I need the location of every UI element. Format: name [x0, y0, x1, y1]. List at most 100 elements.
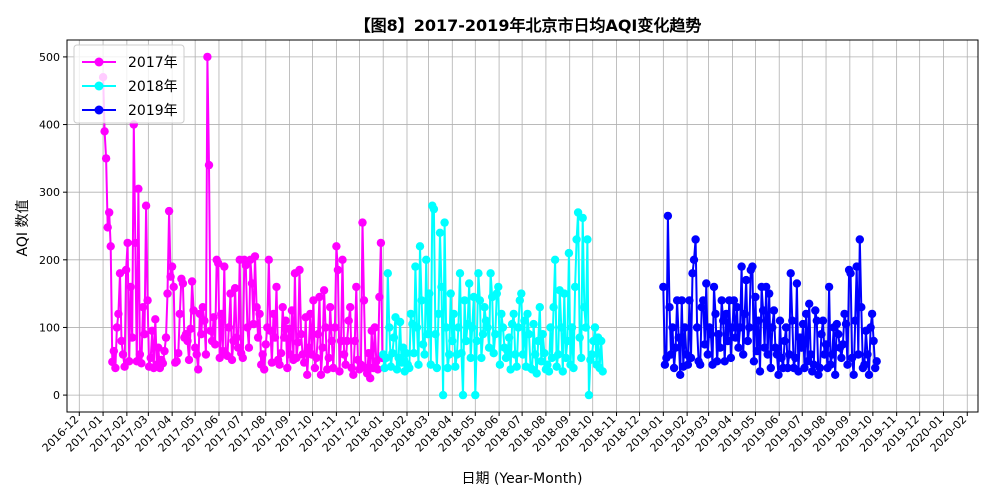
- data-point: [105, 208, 114, 217]
- data-point: [383, 269, 392, 278]
- data-point: [332, 242, 341, 251]
- data-point: [359, 296, 369, 305]
- data-point: [765, 289, 774, 298]
- data-point: [492, 289, 501, 298]
- data-point: [495, 360, 505, 369]
- data-point: [472, 336, 481, 346]
- data-point: [737, 262, 746, 271]
- data-point: [220, 262, 229, 271]
- data-point: [503, 346, 512, 356]
- data-point: [454, 323, 463, 332]
- data-point: [138, 303, 148, 312]
- data-point: [429, 204, 439, 214]
- data-point: [336, 336, 346, 346]
- data-point: [415, 242, 425, 251]
- data-point: [376, 238, 386, 248]
- data-point: [184, 355, 194, 365]
- data-point: [831, 370, 840, 379]
- data-point: [134, 184, 143, 193]
- data-point: [720, 357, 729, 366]
- data-point: [422, 255, 431, 264]
- data-point: [584, 390, 594, 400]
- legend-marker-2019: [94, 105, 104, 115]
- data-point: [319, 286, 329, 295]
- legend-entry-2018: 2018年: [82, 79, 178, 95]
- data-point: [169, 282, 178, 292]
- data-point: [293, 338, 303, 347]
- data-point: [700, 340, 709, 349]
- data-point: [280, 333, 289, 342]
- data-point: [392, 365, 402, 374]
- data-point: [417, 296, 426, 305]
- data-point: [432, 363, 442, 373]
- data-point: [389, 333, 399, 342]
- data-point: [178, 279, 188, 288]
- legend-label-2019: 2019年: [128, 103, 178, 119]
- data-point: [552, 362, 561, 371]
- data-point: [474, 269, 483, 278]
- data-point: [441, 323, 451, 332]
- data-point: [112, 323, 122, 332]
- data-point: [677, 296, 686, 305]
- data-point: [543, 360, 552, 369]
- data-point: [739, 350, 748, 359]
- data-point: [514, 323, 523, 332]
- data-point: [471, 390, 480, 400]
- data-point: [820, 350, 829, 359]
- data-point: [318, 343, 327, 352]
- data-point: [838, 340, 848, 349]
- data-point: [520, 316, 529, 325]
- data-point: [668, 323, 677, 332]
- data-point: [815, 363, 825, 373]
- data-point: [683, 360, 693, 369]
- data-point: [298, 350, 307, 359]
- data-point: [581, 323, 590, 332]
- data-point: [313, 330, 323, 339]
- data-point: [546, 323, 555, 332]
- data-point: [676, 370, 685, 379]
- data-point: [726, 353, 736, 363]
- data-point: [304, 343, 313, 352]
- data-point: [186, 324, 195, 333]
- data-point: [826, 360, 835, 369]
- series-2018年: [379, 201, 607, 400]
- data-point: [469, 292, 478, 302]
- data-point: [437, 282, 446, 292]
- data-point: [659, 282, 668, 292]
- data-point: [418, 340, 428, 349]
- data-point: [811, 306, 820, 315]
- data-point: [111, 363, 120, 373]
- data-point: [805, 299, 814, 308]
- data-point: [106, 242, 115, 251]
- data-point: [292, 353, 301, 363]
- data-point: [762, 282, 771, 292]
- data-point: [146, 353, 155, 363]
- data-point: [125, 357, 134, 366]
- data-point: [834, 330, 843, 339]
- legend-label-2018: 2018年: [128, 79, 178, 95]
- series-lines: [98, 52, 881, 400]
- data-point: [852, 262, 861, 271]
- data-point: [276, 349, 286, 358]
- legend-entry-2017: 2017年: [82, 55, 178, 71]
- data-point: [163, 289, 172, 298]
- x-axis-title: 日期 (Year-Month): [461, 471, 582, 487]
- data-point: [689, 255, 699, 264]
- data-point: [148, 326, 157, 335]
- data-point: [100, 127, 109, 136]
- data-point: [715, 343, 725, 352]
- data-point: [344, 316, 353, 325]
- data-point: [666, 350, 676, 359]
- data-point: [801, 309, 811, 319]
- data-point: [253, 333, 263, 342]
- data-point: [723, 336, 732, 346]
- data-point: [448, 336, 457, 346]
- data-point: [414, 360, 423, 369]
- legend-marker-2018: [94, 81, 104, 91]
- data-point: [151, 315, 160, 324]
- data-point: [326, 303, 335, 312]
- data-point: [465, 279, 474, 288]
- data-point: [385, 323, 394, 332]
- data-point: [824, 282, 834, 292]
- data-point: [189, 306, 198, 315]
